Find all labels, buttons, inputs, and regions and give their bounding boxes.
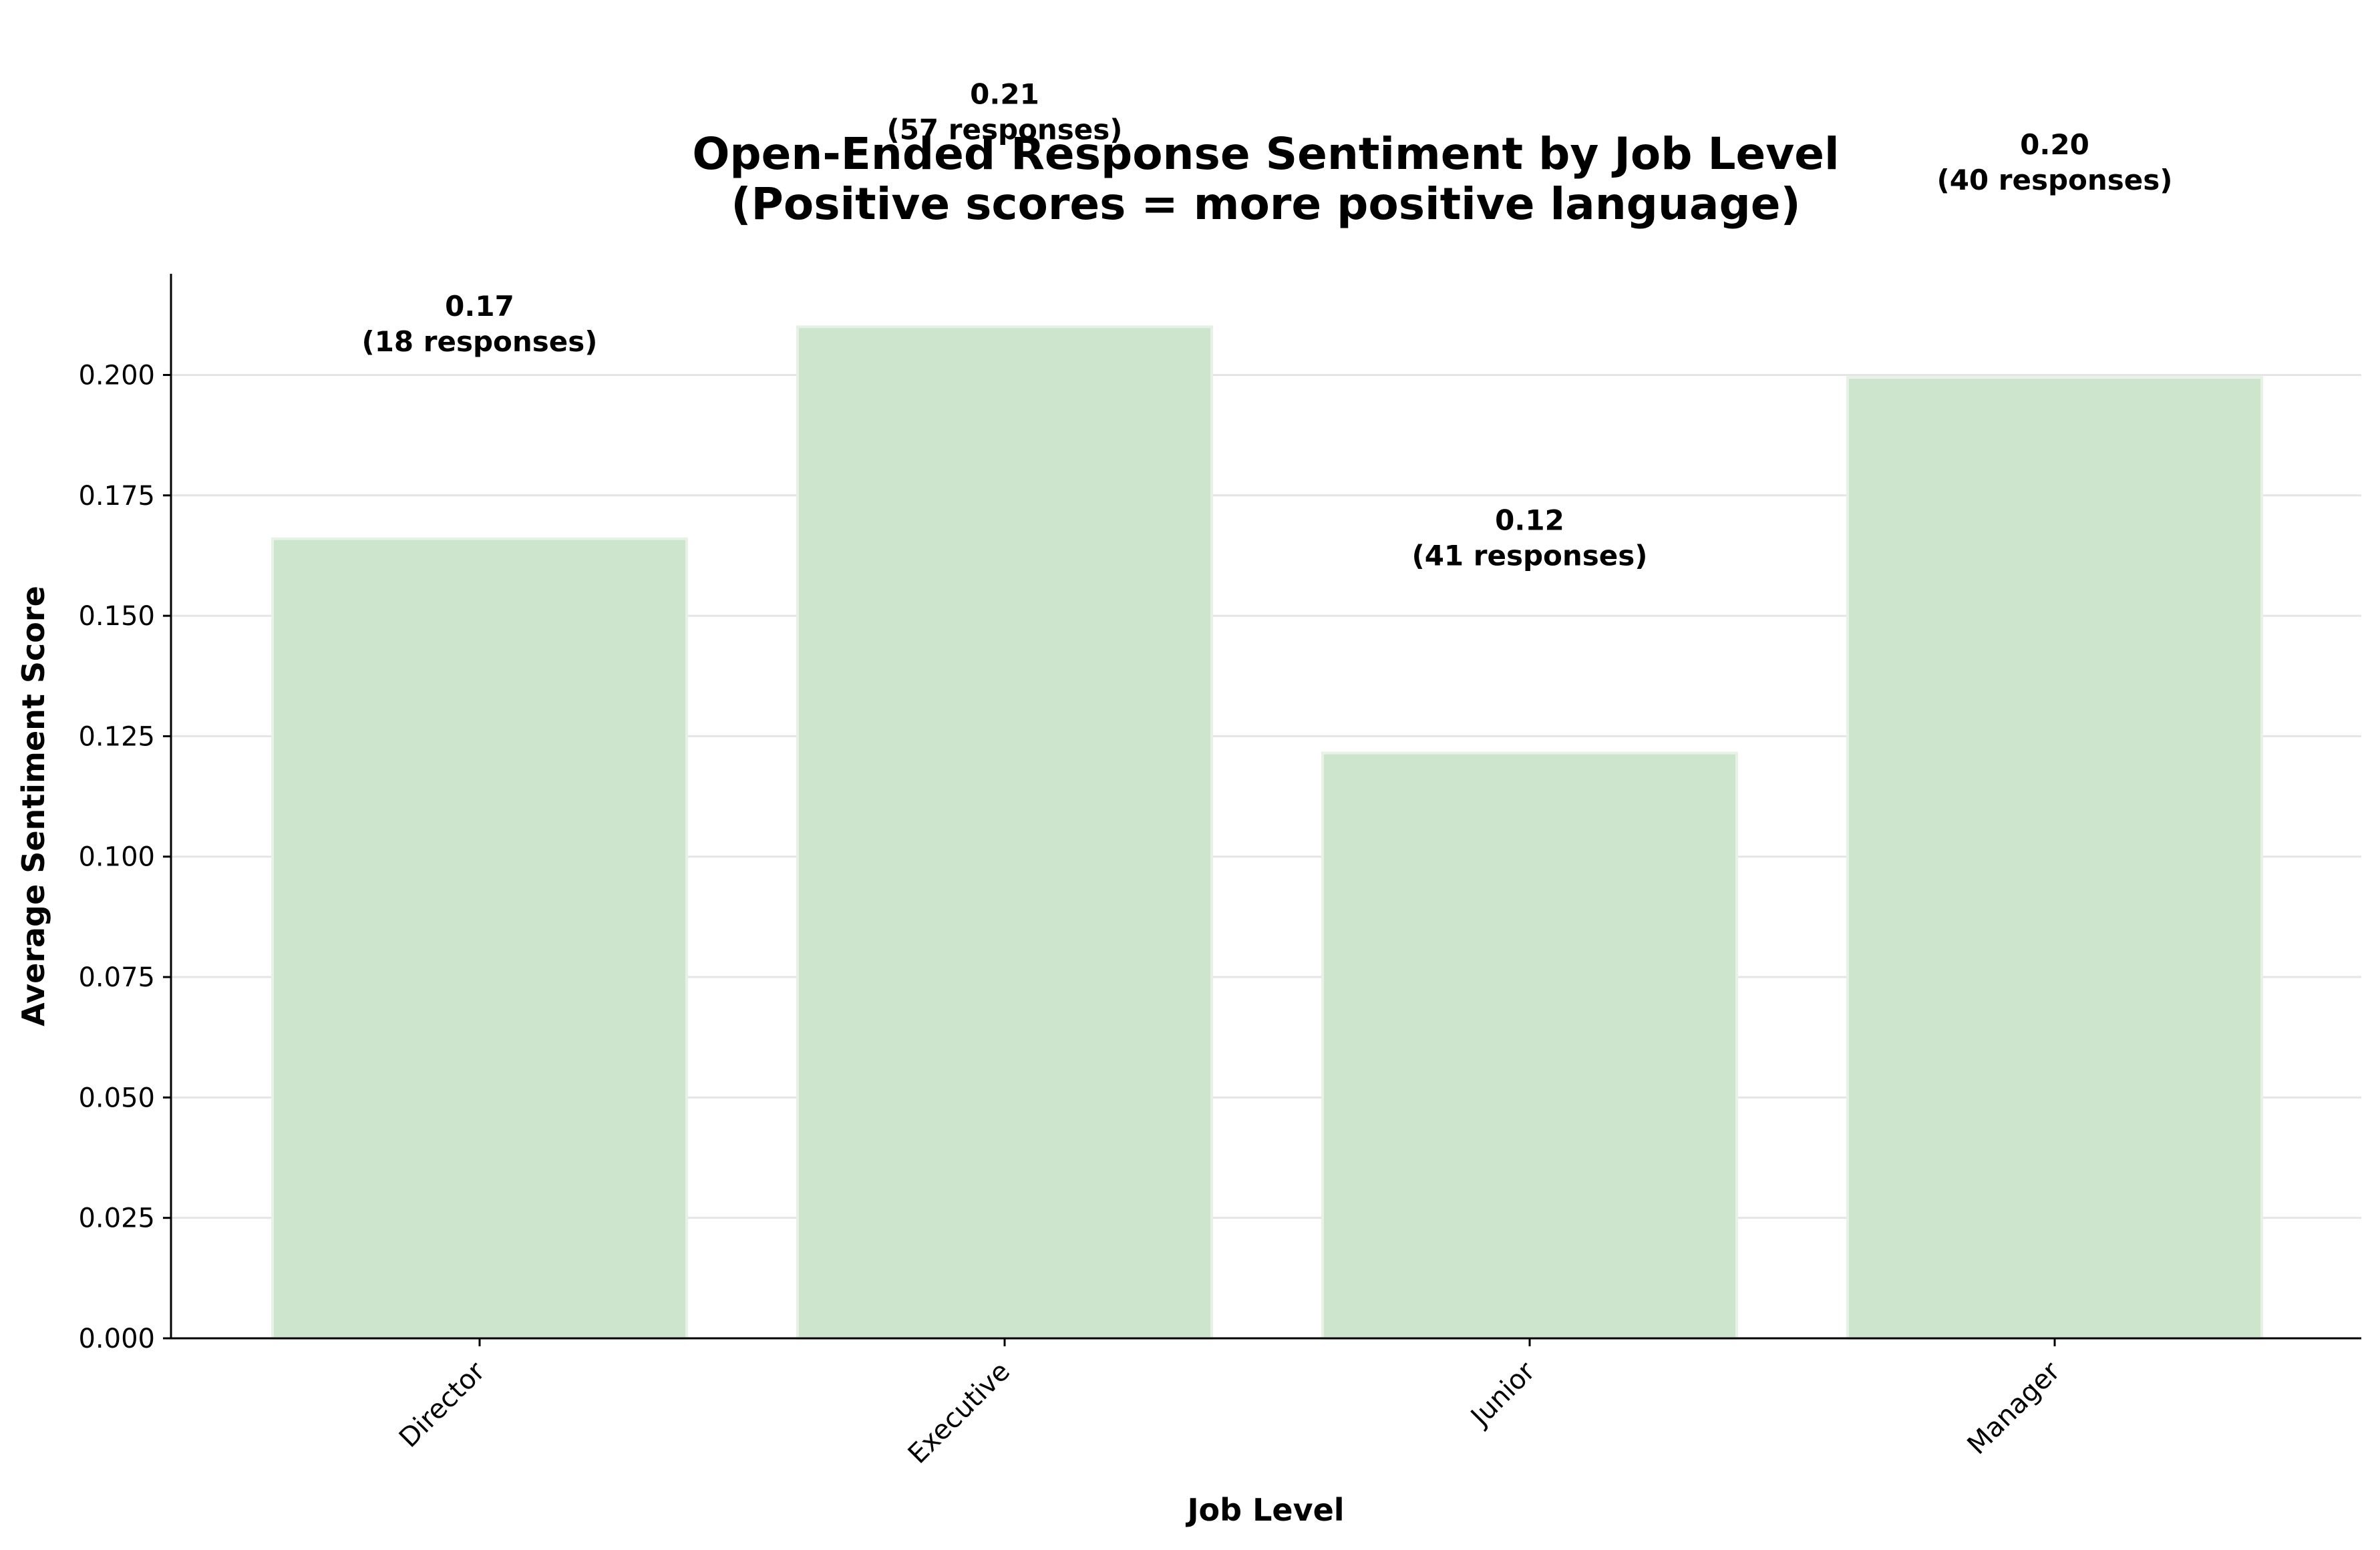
y-tick-label: 0.125 [78, 721, 155, 752]
bar-value-label: 0.21 [970, 77, 1039, 110]
bar [1846, 376, 2263, 1340]
chart-title-line-1: Open-Ended Response Sentiment by Job Lev… [692, 128, 1839, 180]
y-tick-label: 0.050 [78, 1083, 155, 1113]
x-tick-label: Manager [1962, 1356, 2067, 1461]
bar-response-label: (40 responses) [1937, 164, 2173, 196]
y-tick-label: 0.200 [78, 360, 155, 391]
bar-response-label: (57 responses) [887, 113, 1123, 146]
bars [271, 325, 2263, 1340]
y-ticks: 0.000 0.025 0.050 0.075 0.100 0.125 0.150 0.175… [78, 360, 171, 1354]
bar [271, 537, 688, 1340]
x-tick-label: Director [393, 1356, 492, 1454]
bar [796, 325, 1213, 1340]
y-tick-label: 0.100 [78, 842, 155, 873]
x-ticks: Director Executive Junior Manager [393, 1338, 2067, 1470]
bar-response-label: (18 responses) [362, 325, 598, 358]
bar-value-label: 0.20 [2020, 128, 2089, 161]
bar-value-label: 0.12 [1495, 504, 1564, 537]
x-tick-label: Junior [1464, 1356, 1541, 1433]
axes [170, 274, 2361, 1340]
y-axis-label: Average Sentiment Score [15, 586, 51, 1026]
y-tick-label: 0.175 [78, 481, 155, 512]
bar-labels: 0.17(18 responses) 0.21(57 responses) 0.12… [362, 77, 2173, 572]
x-tick-label: Executive [902, 1356, 1016, 1470]
x-axis-label: Job Level [1185, 1492, 1344, 1528]
y-tick-label: 0.150 [78, 601, 155, 632]
bar-response-label: (41 responses) [1412, 540, 1648, 572]
chart-title-line-2: (Positive scores = more positive languag… [731, 178, 1800, 230]
y-tick-label: 0.025 [78, 1203, 155, 1234]
bar-value-label: 0.17 [445, 290, 514, 323]
y-tick-label: 0.075 [78, 962, 155, 993]
bar [1321, 751, 1738, 1340]
y-tick-label: 0.000 [78, 1324, 155, 1354]
